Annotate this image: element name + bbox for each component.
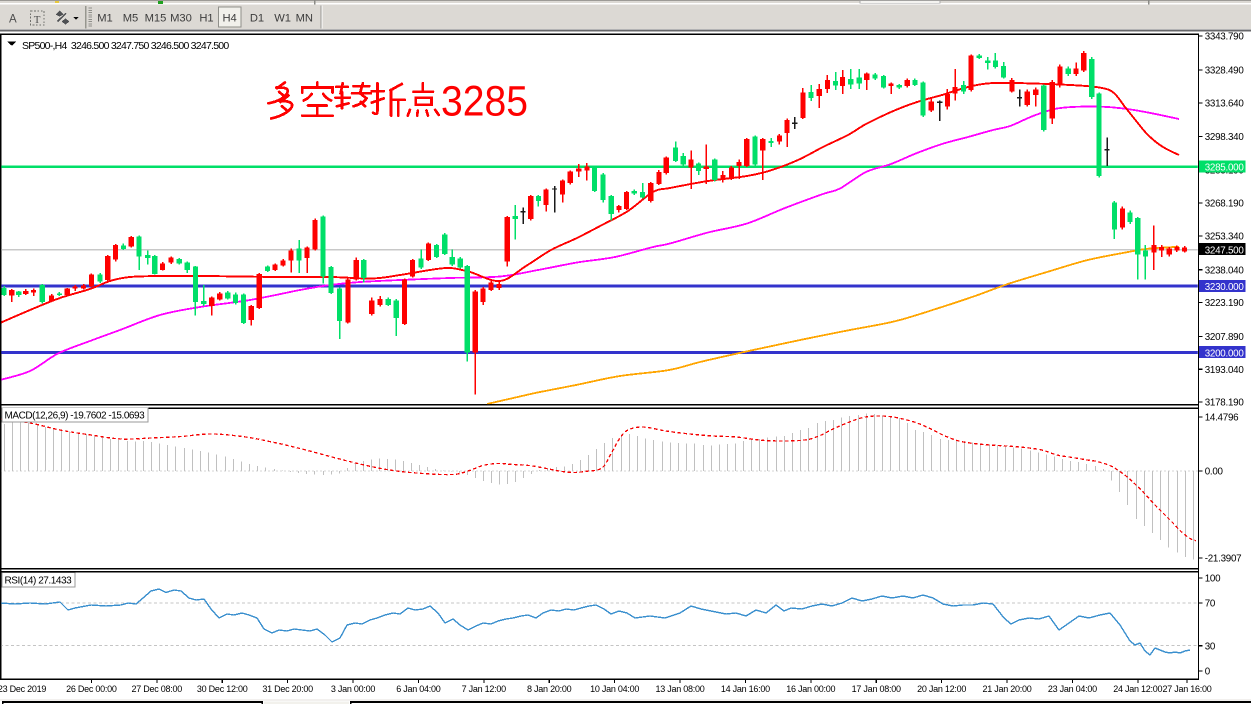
svg-text:30: 30 <box>1205 641 1216 652</box>
svg-text:10 Jan 04:00: 10 Jan 04:00 <box>590 684 639 694</box>
svg-text:23 Dec 2019: 23 Dec 2019 <box>0 684 46 694</box>
svg-text:3268.190: 3268.190 <box>1205 199 1245 210</box>
svg-text:3230.000: 3230.000 <box>1205 282 1245 293</box>
svg-text:-21.3907: -21.3907 <box>1205 554 1242 565</box>
svg-text:14.4796: 14.4796 <box>1205 413 1239 424</box>
svg-text:6 Jan 04:00: 6 Jan 04:00 <box>396 684 441 694</box>
svg-text:0: 0 <box>1205 667 1211 678</box>
svg-text:3178.190: 3178.190 <box>1205 398 1245 409</box>
svg-text:SP500-,H4 3246.500 3247.750 3: SP500-,H4 3246.500 3247.750 3246.500 324… <box>22 40 229 52</box>
svg-text:A: A <box>9 13 17 25</box>
svg-text:W1: W1 <box>274 13 291 25</box>
svg-text:3200.000: 3200.000 <box>1205 349 1245 360</box>
svg-text:3223.190: 3223.190 <box>1205 298 1245 309</box>
svg-text:3343.790: 3343.790 <box>1205 32 1245 43</box>
svg-text:3328.490: 3328.490 <box>1205 66 1245 77</box>
svg-text:3207.890: 3207.890 <box>1205 332 1245 343</box>
svg-text:23 Jan 04:00: 23 Jan 04:00 <box>1048 684 1097 694</box>
svg-text:24 Jan 12:00: 24 Jan 12:00 <box>1113 684 1162 694</box>
svg-text:M5: M5 <box>123 13 139 25</box>
svg-text:3193.040: 3193.040 <box>1205 365 1245 376</box>
svg-text:7 Jan 12:00: 7 Jan 12:00 <box>462 684 507 694</box>
svg-text:20 Jan 12:00: 20 Jan 12:00 <box>917 684 966 694</box>
svg-text:14 Jan 16:00: 14 Jan 16:00 <box>721 684 770 694</box>
svg-text:MACD(12,26,9) -19.7602 -15.069: MACD(12,26,9) -19.7602 -15.0693 <box>5 411 146 422</box>
svg-text:21 Jan 20:00: 21 Jan 20:00 <box>982 684 1031 694</box>
svg-text:17 Jan 08:00: 17 Jan 08:00 <box>852 684 901 694</box>
svg-text:13 Jan 08:00: 13 Jan 08:00 <box>655 684 704 694</box>
svg-text:70: 70 <box>1205 598 1216 609</box>
svg-text:D1: D1 <box>250 13 264 25</box>
svg-text:RSI(14) 27.1433: RSI(14) 27.1433 <box>5 575 73 586</box>
svg-text:3 Jan 00:00: 3 Jan 00:00 <box>331 684 376 694</box>
svg-text:H4: H4 <box>222 13 236 25</box>
svg-text:3247.500: 3247.500 <box>1205 246 1245 257</box>
svg-text:MN: MN <box>296 13 313 25</box>
svg-text:27 Dec 08:00: 27 Dec 08:00 <box>132 684 183 694</box>
svg-text:3313.640: 3313.640 <box>1205 98 1245 109</box>
svg-text:8 Jan 20:00: 8 Jan 20:00 <box>527 684 572 694</box>
svg-text:M15: M15 <box>145 13 167 25</box>
svg-text:M30: M30 <box>170 13 192 25</box>
svg-text:3238.040: 3238.040 <box>1205 265 1245 276</box>
svg-text:3253.340: 3253.340 <box>1205 232 1245 243</box>
svg-text:M1: M1 <box>97 13 113 25</box>
svg-text:16 Jan 00:00: 16 Jan 00:00 <box>786 684 835 694</box>
svg-text:26 Dec 00:00: 26 Dec 00:00 <box>66 684 117 694</box>
svg-text:T: T <box>34 14 41 26</box>
svg-text:30 Dec 12:00: 30 Dec 12:00 <box>197 684 248 694</box>
svg-text:100: 100 <box>1205 574 1221 585</box>
svg-text:3298.340: 3298.340 <box>1205 132 1245 143</box>
svg-text:0.00: 0.00 <box>1205 467 1224 478</box>
svg-text:3285: 3285 <box>441 78 528 126</box>
svg-text:31 Dec 20:00: 31 Dec 20:00 <box>262 684 313 694</box>
svg-text:3285.000: 3285.000 <box>1205 163 1245 174</box>
svg-text:27 Jan 16:00: 27 Jan 16:00 <box>1162 684 1211 694</box>
svg-text:H1: H1 <box>199 13 213 25</box>
